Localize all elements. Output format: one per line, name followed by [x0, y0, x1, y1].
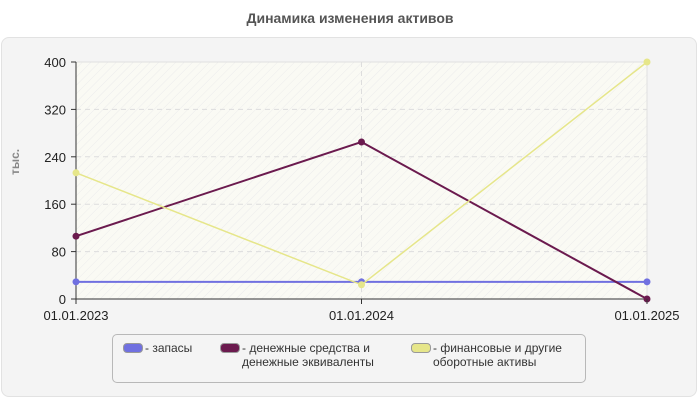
x-tick-label: 01.01.2024	[329, 308, 394, 323]
legend: - запасы - денежные средства и денежные …	[112, 334, 586, 383]
data-point	[72, 232, 80, 240]
x-tick-label: 01.01.2025	[614, 308, 679, 323]
data-point	[358, 281, 365, 289]
y-tick-label: 320	[44, 102, 66, 117]
data-point	[72, 169, 80, 177]
data-point	[643, 278, 651, 286]
y-tick-label: 0	[59, 292, 66, 307]
legend-swatch	[220, 343, 240, 353]
y-tick-label: 160	[44, 197, 66, 212]
legend-label: - запасы	[145, 341, 193, 355]
y-tick-label: 80	[52, 245, 66, 260]
legend-label: - денежные средства и денежные эквивален…	[242, 341, 374, 369]
legend-swatch	[123, 343, 143, 353]
chart-title: Динамика изменения активов	[246, 10, 454, 26]
y-axis-label: тыс.	[8, 148, 22, 175]
legend-swatch	[411, 343, 431, 353]
legend-label: - финансовые и другие оборотные активы	[433, 341, 562, 369]
y-tick-label: 240	[44, 150, 66, 165]
x-tick-label: 01.01.2023	[43, 308, 108, 323]
y-tick-label: 400	[44, 55, 66, 70]
data-point	[72, 278, 80, 286]
data-point	[358, 138, 365, 146]
data-point	[643, 58, 651, 66]
